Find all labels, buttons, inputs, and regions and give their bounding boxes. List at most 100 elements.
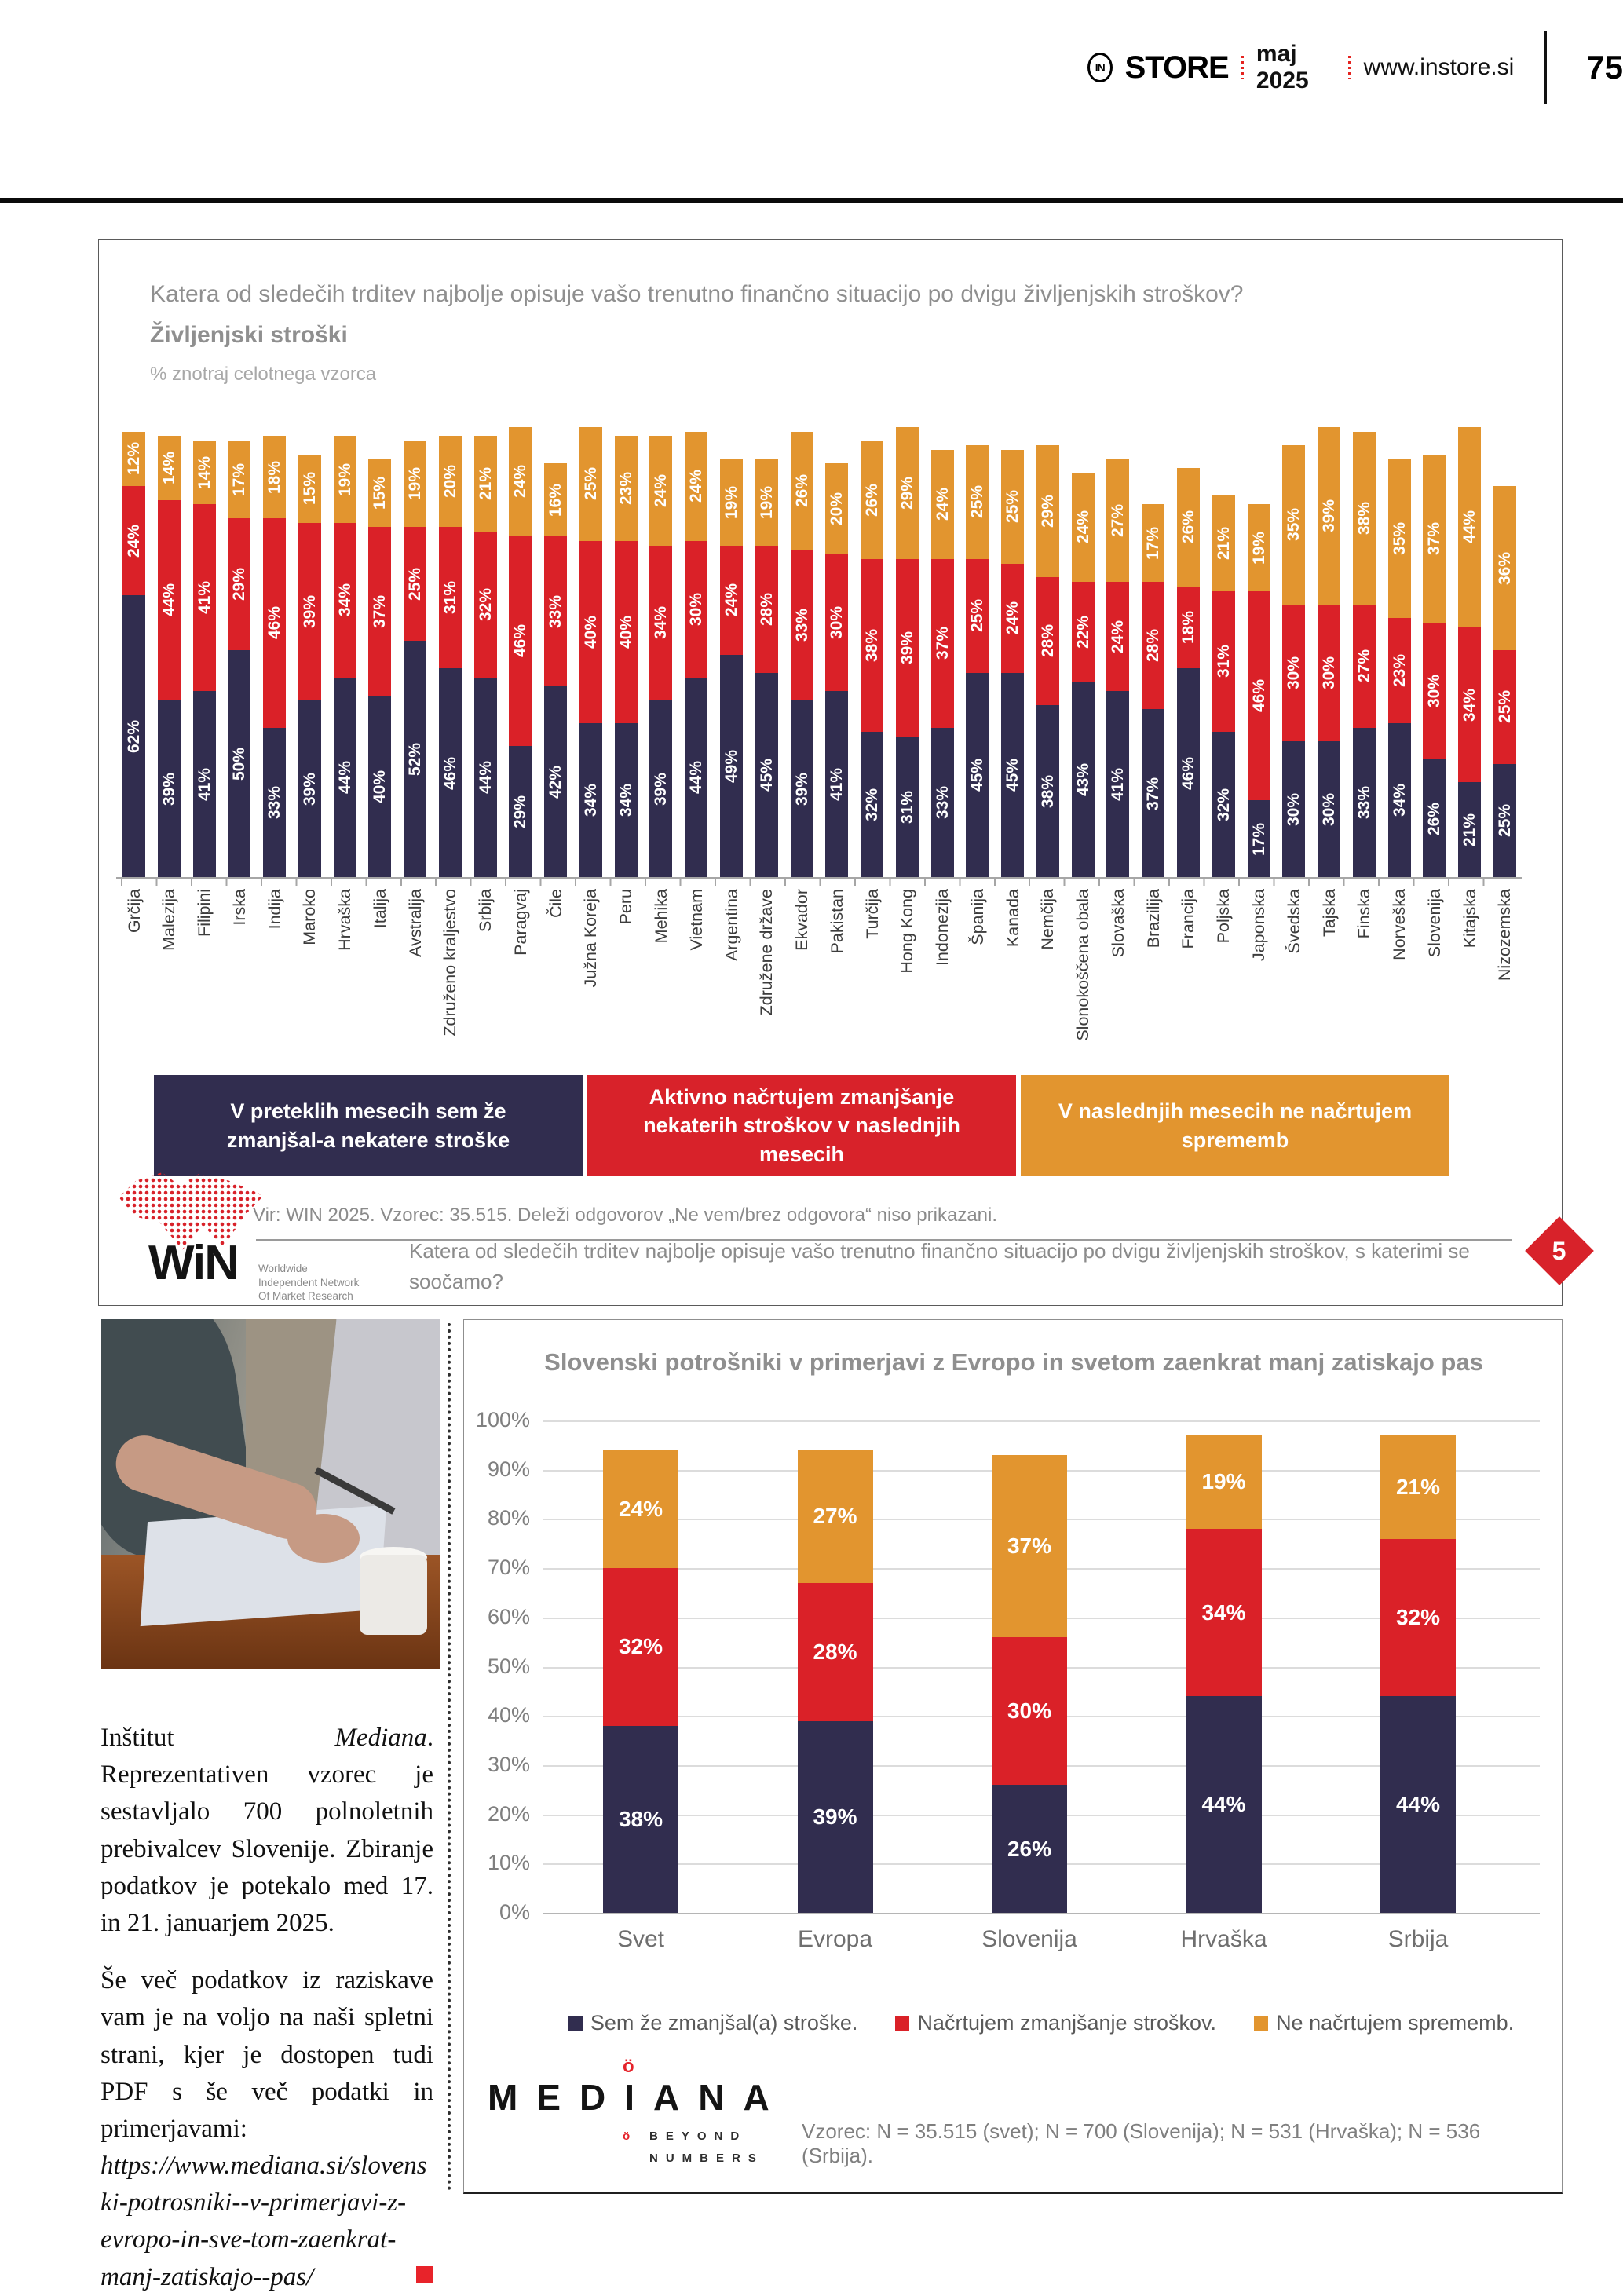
category-label-cell: Vietnam: [685, 889, 707, 1071]
stacked-bar: 32% 31% 21%: [1212, 495, 1235, 878]
article-paragraph: Še več podatkov iz raziskave vam je na v…: [101, 1962, 433, 2296]
bar-segment: 26%: [1176, 468, 1200, 587]
bar-segment: 20%: [825, 463, 849, 555]
bar-segment: 27%: [1106, 459, 1130, 583]
bar-value-label: 24%: [1109, 620, 1128, 653]
bar-segment: 39%: [298, 522, 321, 700]
stacked-bar: 34% 40% 23%: [614, 436, 638, 878]
y-axis-label: 80%: [487, 1506, 530, 1530]
bar-value-label: 17%: [1144, 526, 1163, 560]
bar-segment: 46%: [509, 536, 532, 746]
category-label-cell: Ekvador: [791, 889, 813, 1071]
bar-value-label: 44%: [1460, 510, 1479, 544]
bar-value-label: 26%: [1425, 802, 1444, 835]
bar-segment: 29%: [1036, 445, 1059, 578]
top-chart-panel: Katera od sledečih trditev najbolje opis…: [98, 239, 1594, 1306]
bar-value-label: 20%: [440, 465, 459, 499]
bar-value-label: 38%: [1354, 501, 1373, 535]
category-label-cell: Norveška: [1388, 889, 1411, 1071]
category-label-cell: Finska: [1353, 889, 1376, 1071]
category-label: Indonezija: [933, 889, 952, 967]
article-link[interactable]: https://www.mediana.si/slovenski-potrosn…: [101, 2152, 427, 2291]
bar-segment: 41%: [825, 691, 849, 878]
category-label: Avstralija: [405, 889, 425, 957]
bar-value-label: 38%: [618, 1806, 663, 1831]
category-label-cell: Japonska: [1248, 889, 1270, 1071]
bar-segment: 34%: [333, 522, 356, 678]
bar-value-label: 25%: [406, 567, 425, 601]
bar-segment: 32%: [1212, 732, 1235, 878]
bar-value-label: 44%: [1201, 1792, 1246, 1817]
bar-segment: 41%: [192, 504, 216, 692]
bar-segment: 30%: [1318, 605, 1341, 741]
bar-value-label: 45%: [757, 759, 776, 792]
y-axis-label: 60%: [487, 1604, 530, 1629]
bar-value-label: 29%: [230, 567, 249, 601]
legend-box: V naslednjih mesecih ne načrtujem spreme…: [1021, 1075, 1449, 1176]
bar-value-label: 30%: [1320, 792, 1339, 827]
bar-value-label: 41%: [195, 768, 214, 802]
stacked-bar: 45% 28% 19%: [755, 459, 778, 878]
bar-segment: 44%: [685, 677, 708, 878]
stacked-bar: 45% 25% 25%: [966, 445, 989, 878]
article-text: Inštitut Mediana. Reprezentativen vzorec…: [101, 1720, 433, 2296]
category-label: Slovaška: [1108, 889, 1128, 958]
photo-person-writing-desk: [101, 1319, 440, 1669]
survey-question-footnote: Katera od sledečih trditev najbolje opis…: [409, 1239, 1470, 1293]
bar-segment: 25%: [1001, 449, 1025, 564]
bar-segment: 18%: [263, 436, 287, 518]
bar-segment: 46%: [1247, 590, 1270, 801]
legend-swatch: [1254, 2016, 1269, 2031]
header-rule: [0, 198, 1623, 203]
category-label-cell: Nemčija: [1036, 889, 1059, 1071]
legend-label: Načrtujem zmanjšanje stroškov.: [917, 2011, 1217, 2035]
stacked-bar: 32% 38% 26%: [861, 441, 884, 878]
bar-value-label: 24%: [933, 488, 952, 521]
stacked-bar: 38% 32% 24%: [603, 1450, 678, 1913]
bar-segment: 40%: [368, 696, 392, 878]
stacked-bar: 43% 22% 24%: [1071, 472, 1095, 878]
bar-value-label: 41%: [828, 768, 846, 802]
top-chart-title: Katera od sledečih trditev najbolje opis…: [150, 281, 1244, 307]
category-label-cell: Južna Koreja: [579, 889, 602, 1071]
category-label: Kitajska: [1460, 889, 1479, 949]
bar-segment: 39%: [649, 700, 673, 878]
bar-segment: 34%: [614, 722, 638, 878]
bar-value-label: 46%: [440, 756, 459, 790]
bar-value-label: 24%: [687, 470, 706, 503]
stacked-bar: 39% 44% 14%: [157, 436, 181, 878]
bar-segment: 25%: [1493, 650, 1516, 764]
category-label-cell: Filipini: [193, 889, 216, 1071]
bar-segment: 26%: [861, 441, 884, 560]
bar-segment: 25%: [1493, 764, 1516, 878]
bar-segment: 25%: [579, 426, 602, 541]
source-note: Vir: WIN 2025. Vzorec: 35.515. Deleži od…: [253, 1205, 998, 1226]
stacked-bar: 33% 46% 18%: [263, 436, 287, 878]
category-label: Vietnam: [686, 889, 706, 951]
category-label: Italija: [370, 889, 389, 929]
bar-segment: 38%: [1352, 431, 1376, 605]
stacked-bar: 21% 34% 44%: [1458, 426, 1482, 878]
photo-shape: [360, 1555, 427, 1635]
stacked-bar: 39% 34% 24%: [649, 436, 673, 878]
bar-segment: 28%: [755, 545, 778, 673]
source-rule: [256, 1239, 1512, 1241]
bar-segment: 46%: [438, 668, 462, 878]
bar-value-label: 21%: [1460, 813, 1479, 847]
category-label-cell: Francija: [1177, 889, 1200, 1071]
bar-segment: 45%: [966, 673, 989, 878]
bar-value-label: 46%: [265, 606, 284, 640]
bar-segment: 32%: [603, 1568, 678, 1726]
bar-segment: 18%: [1176, 586, 1200, 669]
stacked-bar: 31% 39% 29%: [895, 426, 919, 878]
bar-value-label: 33%: [546, 594, 565, 628]
stacked-bar: 37% 28% 17%: [1142, 504, 1165, 878]
article-end-mark: [416, 2265, 433, 2283]
win-wordmark: WiN: [148, 1236, 239, 1290]
bar-segment: 21%: [1458, 782, 1482, 878]
bar-segment: 28%: [1036, 577, 1059, 705]
category-label: Irska: [229, 889, 249, 926]
bar-segment: 19%: [720, 459, 744, 546]
bar-segment: 24%: [649, 436, 673, 546]
bar-segment: 25%: [966, 559, 989, 673]
